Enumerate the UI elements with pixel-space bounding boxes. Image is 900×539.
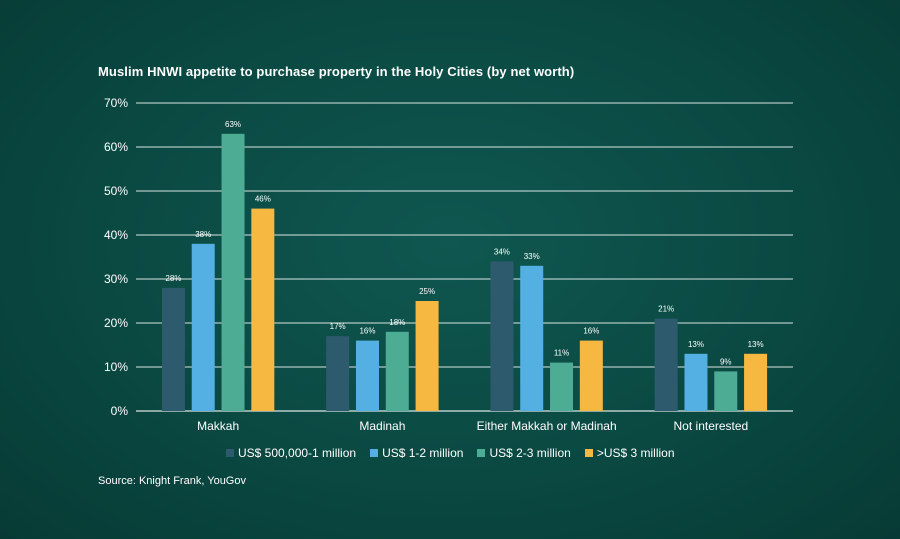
x-tick-label: Either Makkah or Madinah: [477, 419, 617, 433]
bar: [191, 243, 215, 411]
data-label: 13%: [688, 340, 704, 349]
legend-label: >US$ 3 million: [596, 446, 675, 460]
legend-label: US$ 2-3 million: [489, 446, 571, 460]
legend-swatch: [370, 449, 379, 457]
data-label: 18%: [389, 318, 405, 327]
data-label: 16%: [583, 327, 599, 336]
legend-item: US$ 2-3 million: [477, 446, 571, 460]
y-tick-label: 30%: [104, 272, 128, 286]
data-label: 16%: [359, 327, 375, 336]
legend-swatch: [477, 449, 486, 457]
x-tick-label: Makkah: [197, 419, 239, 433]
data-label: 11%: [554, 349, 569, 358]
legend-swatch: [584, 449, 593, 457]
y-tick-label: 70%: [104, 96, 128, 110]
legend-item: US$ 1-2 million: [370, 446, 463, 460]
data-label: 21%: [658, 305, 674, 314]
bar: [744, 353, 768, 411]
bar: [714, 371, 738, 411]
bar: [550, 362, 574, 411]
data-label: 46%: [255, 195, 271, 204]
data-label: 13%: [748, 340, 764, 349]
bar: [326, 336, 350, 411]
data-label: 34%: [494, 247, 510, 256]
data-label: 28%: [165, 274, 181, 283]
bar: [490, 261, 514, 411]
y-tick-label: 20%: [104, 316, 128, 330]
data-label: 33%: [524, 252, 540, 261]
data-label: 63%: [225, 120, 241, 129]
chart-title: Muslim HNWI appetite to purchase propert…: [98, 64, 575, 79]
data-label: 38%: [195, 230, 211, 239]
legend-item: US$ 500,000-1 million: [226, 446, 356, 460]
chart-legend: US$ 500,000-1 million US$ 1-2 million US…: [226, 446, 675, 460]
y-tick-label: 50%: [104, 184, 128, 198]
bar: [385, 331, 409, 411]
bar: [520, 265, 544, 411]
x-tick-label: Not interested: [674, 419, 749, 433]
y-tick-label: 40%: [104, 228, 128, 242]
y-tick-label: 0%: [111, 404, 129, 418]
y-tick-label: 60%: [104, 140, 128, 154]
source-note: Source: Knight Frank, YouGov: [98, 475, 246, 487]
bar: [161, 287, 185, 411]
data-label: 9%: [720, 357, 732, 366]
bar: [579, 340, 603, 411]
bar: [355, 340, 379, 411]
y-tick-label: 10%: [104, 360, 128, 374]
legend-label: US$ 1-2 million: [382, 446, 464, 460]
legend-label: US$ 500,000-1 million: [238, 446, 357, 460]
bar: [654, 318, 678, 411]
x-tick-label: Madinah: [359, 419, 405, 433]
bar: [684, 353, 708, 411]
legend-item: >US$ 3 million: [584, 446, 675, 460]
data-label: 17%: [330, 322, 346, 331]
legend-swatch: [226, 449, 234, 457]
data-label: 25%: [419, 287, 435, 296]
bar: [221, 133, 245, 412]
bar: [251, 208, 275, 411]
bar: [415, 301, 439, 411]
